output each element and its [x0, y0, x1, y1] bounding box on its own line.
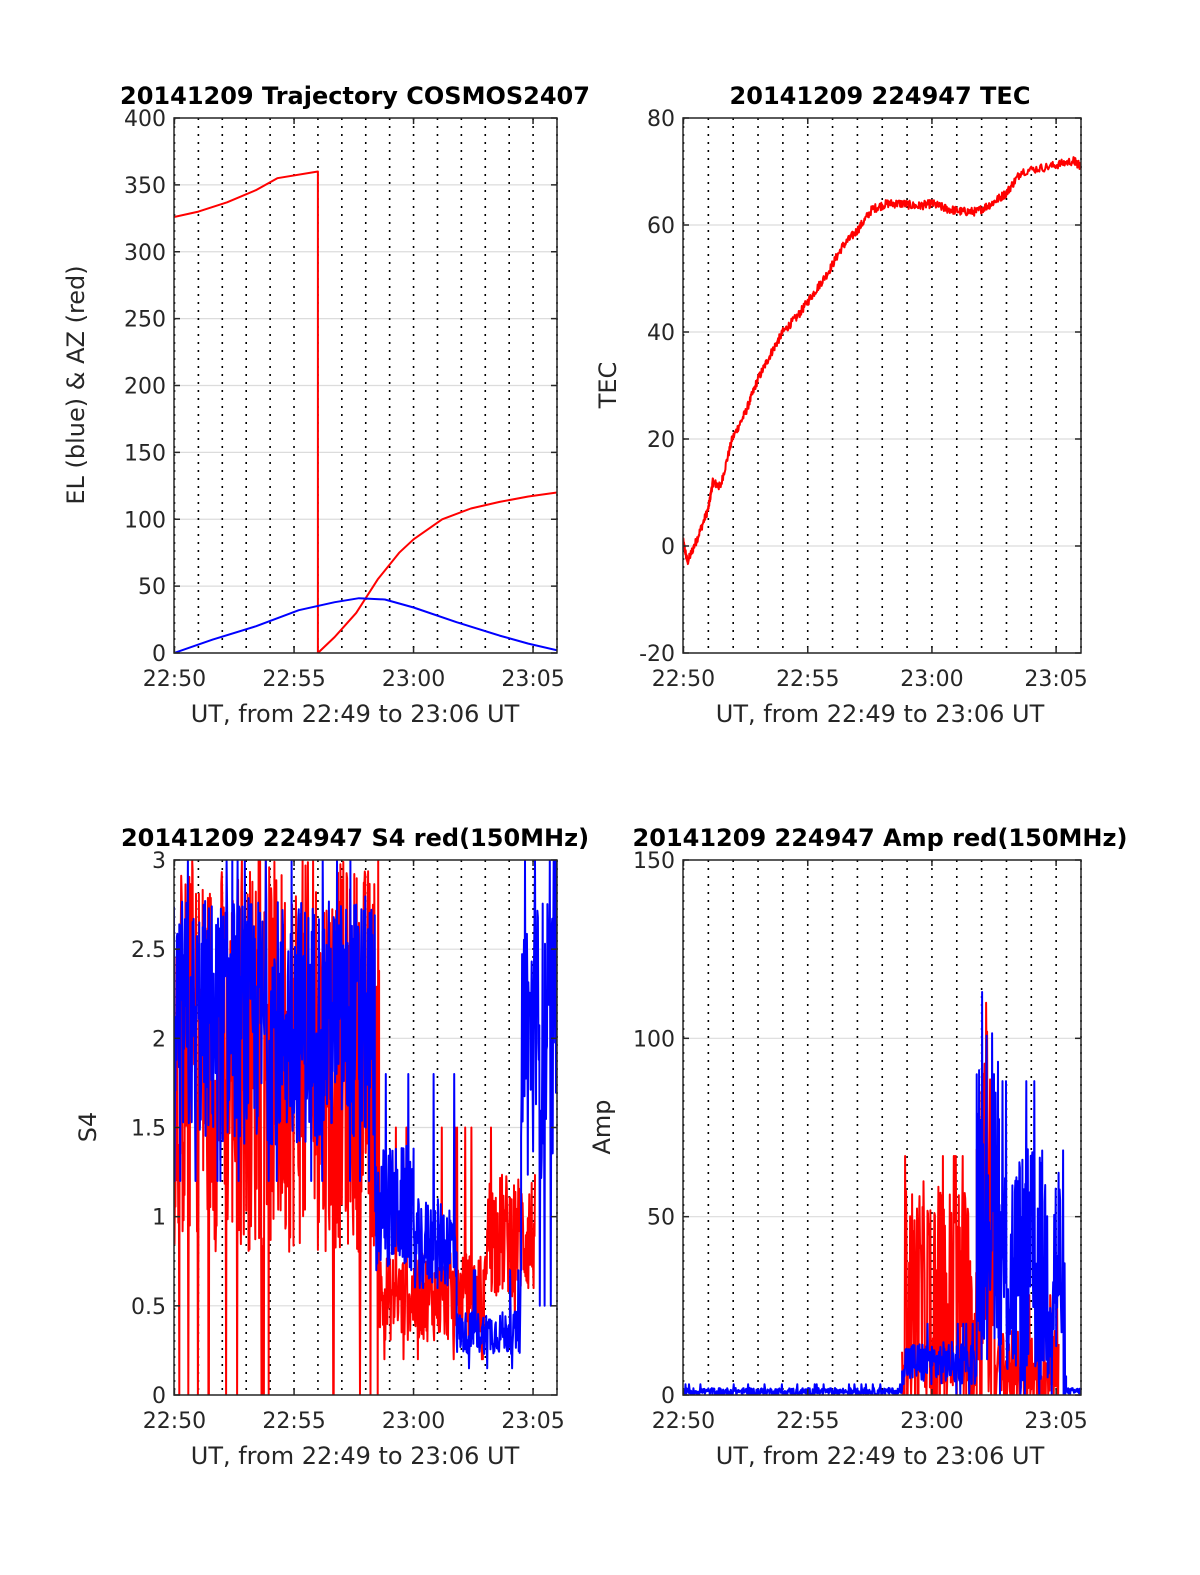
s4-ytick-label-6: 3: [152, 849, 166, 874]
s4-xtick-label-2: 23:00: [382, 1409, 445, 1434]
s4-ytick-label-4: 2: [152, 1027, 166, 1052]
s4-title: 20141209 224947 S4 red(150MHz): [121, 824, 589, 852]
tec-ytick-label-0: -20: [639, 642, 675, 667]
trajectory-xtick-label-1: 22:55: [262, 667, 325, 692]
tec-ytick-label-1: 0: [661, 535, 675, 560]
trajectory-xtick-label-3: 23:05: [501, 667, 564, 692]
trajectory-series-0-line: [174, 170, 557, 653]
trajectory-ytick-label-3: 150: [124, 441, 166, 466]
amp-ylabel: Amp: [588, 1099, 616, 1154]
tec-series-0-line: [683, 156, 1081, 566]
amp-series: [683, 991, 1081, 1395]
amp-ytick-label-0: 0: [661, 1384, 675, 1409]
tec-ytick-label-2: 20: [647, 428, 675, 453]
amp-axes-box: [682, 859, 1082, 1396]
trajectory-series: [174, 170, 557, 653]
trajectory-ytick-label-5: 250: [124, 308, 166, 333]
tec-xtick-label-3: 23:05: [1024, 667, 1087, 692]
tec-plot: -20 0 20 40 60 80 22:50 22:55 23:00 23:05: [639, 107, 1088, 692]
amp-title: 20141209 224947 Amp red(150MHz): [633, 824, 1128, 852]
trajectory-ylabel: EL (blue) & AZ (red): [62, 265, 90, 504]
tec-series: [683, 156, 1081, 566]
trajectory-title: 20141209 Trajectory COSMOS2407: [120, 82, 590, 110]
amp-ytick-label-2: 100: [633, 1027, 675, 1052]
trajectory-ytick-label-8: 400: [124, 107, 166, 132]
amp-xlabel: UT, from 22:49 to 23:06 UT: [716, 1442, 1045, 1470]
amp-ytick-label-1: 50: [647, 1206, 675, 1231]
trajectory-xlabel: UT, from 22:49 to 23:06 UT: [191, 700, 520, 728]
panel-tec: 20141209 224947 TEC UT, from 22:49 to 23…: [594, 82, 1088, 728]
s4-ytick-label-5: 2.5: [131, 938, 166, 963]
trajectory-ytick-label-4: 200: [124, 375, 166, 400]
trajectory-ytick-label-7: 350: [124, 174, 166, 199]
tec-xtick-label-0: 22:50: [652, 667, 715, 692]
amp-series-1-line: [683, 991, 1081, 1395]
trajectory-ytick-label-1: 50: [138, 575, 166, 600]
amp-plot: 0 50 100 150 22:50 22:55 23:00 23:05: [633, 849, 1088, 1434]
s4-xtick-label-0: 22:50: [143, 1409, 206, 1434]
trajectory-plot: 0 50 100 150 200 250 300 350 400 22:50 22:55 23:00 2…: [124, 107, 565, 692]
panel-amp: 20141209 224947 Amp red(150MHz) UT, from…: [588, 824, 1127, 1470]
tec-ylabel: TEC: [594, 362, 622, 410]
amp-ytick-label-3: 150: [633, 849, 675, 874]
s4-ylabel: S4: [74, 1112, 102, 1143]
trajectory-series-1-line: [174, 597, 557, 653]
amp-xtick-label-2: 23:00: [900, 1409, 963, 1434]
s4-ytick-label-2: 1: [152, 1206, 166, 1231]
s4-ytick-label-0: 0: [152, 1384, 166, 1409]
panel-trajectory: 20141209 Trajectory COSMOS2407 UT, from …: [62, 82, 590, 728]
panel-s4: 20141209 224947 S4 red(150MHz) UT, from …: [74, 824, 589, 1470]
s4-series: [174, 860, 557, 1395]
trajectory-ytick-label-0: 0: [152, 642, 166, 667]
tec-ytick-label-4: 60: [647, 214, 675, 239]
s4-series-1-line: [174, 860, 557, 1370]
tec-title: 20141209 224947 TEC: [730, 82, 1031, 110]
tec-xlabel: UT, from 22:49 to 23:06 UT: [716, 700, 1045, 728]
s4-plot: 0 0.5 1 1.5 2 2.5 3 22:50 22:55 23:00 23:05: [131, 849, 565, 1434]
tec-ytick-label-3: 40: [647, 321, 675, 346]
trajectory-xtick-label-0: 22:50: [143, 667, 206, 692]
tec-xtick-label-2: 23:00: [900, 667, 963, 692]
amp-xtick-label-0: 22:50: [652, 1409, 715, 1434]
tec-axes-box: [682, 117, 1082, 654]
s4-ytick-label-1: 0.5: [131, 1295, 166, 1320]
amp-xtick-label-1: 22:55: [776, 1409, 839, 1434]
s4-xtick-label-1: 22:55: [262, 1409, 325, 1434]
tec-ytick-label-5: 80: [647, 107, 675, 132]
tec-xtick-label-1: 22:55: [776, 667, 839, 692]
trajectory-xtick-label-2: 23:00: [382, 667, 445, 692]
s4-ytick-label-3: 1.5: [131, 1117, 166, 1142]
s4-xtick-label-3: 23:05: [501, 1409, 564, 1434]
trajectory-ytick-label-6: 300: [124, 241, 166, 266]
amp-xtick-label-3: 23:05: [1024, 1409, 1087, 1434]
trajectory-ytick-label-2: 100: [124, 508, 166, 533]
s4-xlabel: UT, from 22:49 to 23:06 UT: [191, 1442, 520, 1470]
